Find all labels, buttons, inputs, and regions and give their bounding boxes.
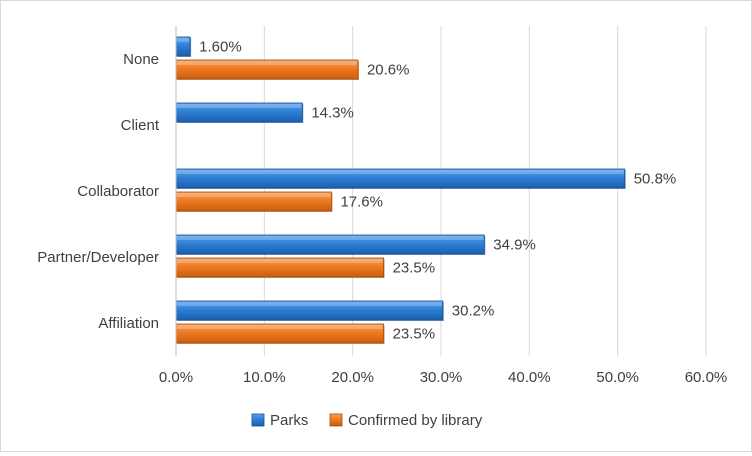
bar-parks: [175, 168, 626, 189]
bar-highlight: [177, 236, 484, 240]
bar-parks: [175, 300, 444, 321]
data-label: 50.8%: [634, 171, 677, 188]
bar-highlight: [177, 325, 383, 329]
data-label: 17.6%: [340, 194, 383, 211]
legend-label: Confirmed by library: [348, 412, 483, 429]
category-label: None: [123, 51, 159, 68]
bar-confirmed-by-library: [175, 191, 333, 212]
legend: Parks Confirmed by library: [251, 412, 483, 429]
gridlines: [175, 26, 707, 356]
bar-highlight: [177, 170, 624, 174]
bar-parks: [175, 234, 486, 255]
category-label: Client: [121, 117, 160, 134]
x-tick-label: 10.0%: [243, 369, 286, 386]
category-label: Collaborator: [77, 183, 159, 200]
x-tick-label: 50.0%: [596, 369, 639, 386]
bar-highlight: [177, 61, 357, 65]
bar-confirmed-by-library: [175, 323, 385, 344]
bar-confirmed-by-library: [175, 59, 359, 80]
data-label: 23.5%: [393, 260, 436, 277]
data-label: 14.3%: [311, 105, 354, 122]
x-tick-label: 60.0%: [685, 369, 728, 386]
data-label: 1.60%: [199, 39, 242, 56]
legend-item: Parks: [251, 412, 308, 429]
bar-confirmed-by-library: [175, 257, 385, 278]
category-label: Partner/Developer: [37, 249, 159, 266]
x-tick-label: 40.0%: [508, 369, 551, 386]
bar-highlight: [177, 193, 331, 197]
legend-swatch-confirmed-by-library: [329, 413, 343, 427]
bar-highlight: [177, 302, 442, 306]
data-label: 34.9%: [493, 237, 536, 254]
legend-item: Confirmed by library: [329, 412, 483, 429]
axes: 0.0% 10.0% 20.0% 30.0% 40.0% 50.0% 60.0% None Cl…: [37, 26, 727, 386]
bar-highlight: [177, 259, 383, 263]
category-label: Affiliation: [98, 315, 159, 332]
bar-highlight: [177, 104, 302, 108]
bar-highlight: [177, 38, 190, 42]
data-label: 30.2%: [452, 303, 495, 320]
legend-swatch-parks: [251, 413, 265, 427]
bars: [175, 36, 626, 344]
x-tick-label: 20.0%: [331, 369, 374, 386]
bar-parks: [175, 102, 304, 123]
data-labels: 1.60% 20.6% 14.3% 50.8% 17.6% 34.9% 23.5% 30.2%…: [199, 39, 676, 343]
x-tick-label: 30.0%: [420, 369, 463, 386]
data-label: 23.5%: [393, 326, 436, 343]
bar-parks: [175, 36, 192, 57]
x-tick-label: 0.0%: [159, 369, 193, 386]
data-label: 20.6%: [367, 62, 410, 79]
legend-label: Parks: [270, 412, 308, 429]
